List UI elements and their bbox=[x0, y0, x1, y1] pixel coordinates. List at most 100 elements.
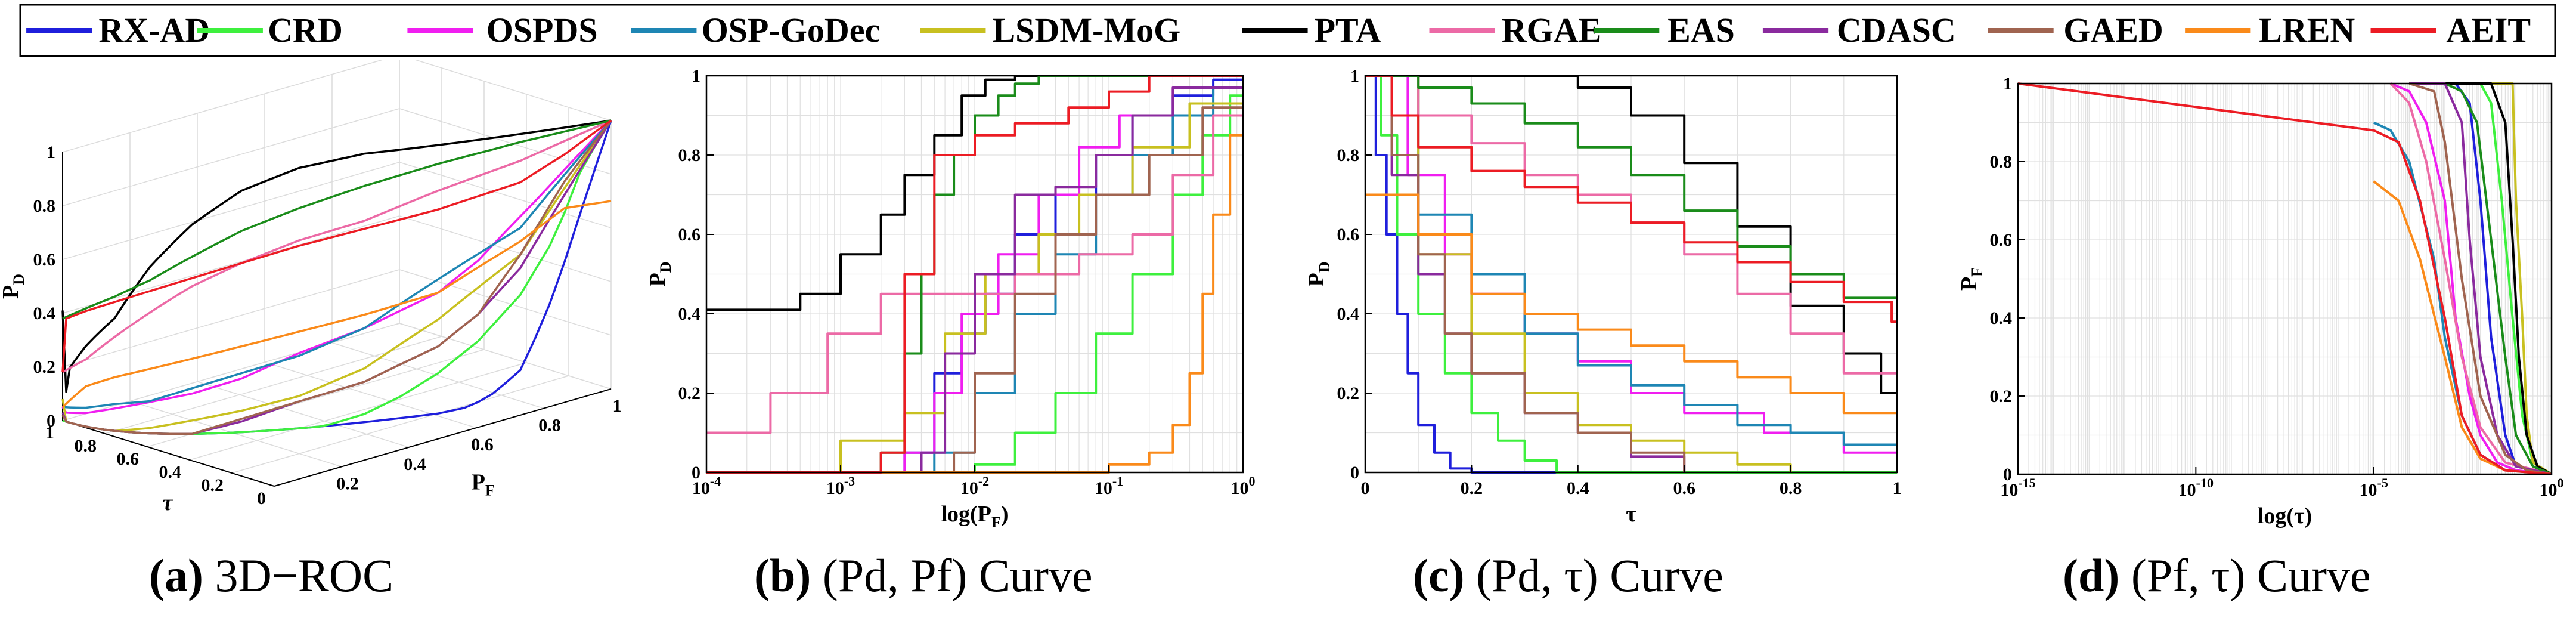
caption-d-letter: (d) bbox=[2063, 549, 2120, 601]
series-b-lren bbox=[706, 76, 1244, 474]
series-a-aeit bbox=[61, 119, 612, 373]
ytick-b-2: 0.4 bbox=[678, 304, 701, 324]
ytick-b-3: 0.6 bbox=[678, 225, 701, 245]
xtick-b-0: 10-4 bbox=[692, 474, 721, 498]
series-b-gaed bbox=[706, 76, 1244, 474]
ytick-d-0: 0 bbox=[2003, 465, 2012, 484]
axis-pf bbox=[274, 388, 612, 487]
ztick-a-1: 0.2 bbox=[33, 357, 56, 377]
caption-b-letter: (b) bbox=[754, 549, 811, 601]
ytick-a-5: 1 bbox=[45, 423, 54, 443]
xlabel-a: PF bbox=[472, 469, 495, 499]
series-a-ospds bbox=[61, 119, 612, 415]
xtick-c-4: 0.8 bbox=[1780, 478, 1802, 498]
legend-label-osp-godec: OSP-GoDec bbox=[702, 11, 881, 50]
ztick-a-4: 0.8 bbox=[33, 196, 56, 216]
zlabel-a: PD bbox=[0, 274, 27, 299]
ytick-d-1: 0.2 bbox=[1990, 387, 2013, 406]
ytick-b-4: 0.8 bbox=[678, 146, 701, 165]
ytick-b-1: 0.2 bbox=[678, 384, 701, 403]
ytick-c-0: 0 bbox=[1350, 463, 1359, 483]
xtick-a-4: 1 bbox=[613, 396, 622, 416]
ztick-a-3: 0.6 bbox=[33, 250, 56, 270]
legend-label-crd: CRD bbox=[268, 11, 343, 50]
caption-a: (a) 3D−ROC bbox=[149, 549, 393, 602]
caption-d-text: (Pf, τ) Curve bbox=[2131, 549, 2371, 601]
legend-label-lren: LREN bbox=[2259, 11, 2355, 50]
series-c-rx-ad bbox=[1365, 75, 1897, 474]
caption-c-letter: (c) bbox=[1413, 549, 1465, 601]
caption-b-text: (Pd, Pf) Curve bbox=[822, 549, 1093, 601]
series-c-lren bbox=[1365, 193, 1898, 453]
xtick-c-3: 0.6 bbox=[1673, 478, 1695, 498]
ytick-c-5: 1 bbox=[1350, 66, 1359, 86]
caption-c-text: (Pd, τ) Curve bbox=[1476, 549, 1723, 601]
series-b-rgae bbox=[706, 76, 1244, 434]
caption-b: (b) (Pd, Pf) Curve bbox=[754, 549, 1093, 602]
ytick-c-3: 0.6 bbox=[1337, 225, 1360, 245]
xtick-c-2: 0.4 bbox=[1567, 478, 1589, 498]
series-c-eas bbox=[1365, 75, 1898, 322]
caption-a-text: 3D−ROC bbox=[215, 549, 394, 601]
series-d-rgae bbox=[2389, 82, 2552, 475]
ylabel-d: PF bbox=[1957, 267, 1986, 291]
legend-label-pta: PTA bbox=[1315, 11, 1381, 50]
xtick-a-0: 0.2 bbox=[336, 474, 359, 493]
series-a-rgae bbox=[62, 119, 612, 373]
legend-label-cdasc: CDASC bbox=[1837, 11, 1956, 50]
xtick-b-1: 10-3 bbox=[826, 474, 855, 498]
series-b-aeit bbox=[706, 75, 1243, 474]
series-a-osp-godec bbox=[62, 119, 612, 409]
ytick-a-1: 0.2 bbox=[202, 475, 224, 495]
series-d-aeit bbox=[2017, 82, 2552, 475]
series-c-aeit bbox=[1365, 75, 1898, 472]
ytick-c-2: 0.4 bbox=[1337, 304, 1360, 324]
ztick-a-0: 0 bbox=[47, 411, 55, 431]
series-d-eas bbox=[2409, 82, 2552, 475]
ytick-d-3: 0.6 bbox=[1990, 230, 2013, 250]
xtick-b-3: 10-1 bbox=[1095, 474, 1123, 498]
legend-label-rgae: RGAE bbox=[1502, 11, 1602, 50]
ytick-c-1: 0.2 bbox=[1337, 384, 1360, 403]
xtick-d-3: 100 bbox=[2540, 475, 2564, 500]
series-a-pta bbox=[61, 119, 612, 393]
panel-d: 10-15 10-10 10-5 100 0 0.2 0.4 0.6 0.8 1 log(τ) PF bbox=[1957, 74, 2564, 529]
series-b-pta bbox=[706, 75, 1243, 311]
legend-label-rx-ad: RX-AD bbox=[98, 11, 210, 50]
ytick-d-5: 1 bbox=[2003, 74, 2012, 94]
axes-frame-c bbox=[1364, 75, 1898, 474]
xlabel-c: τ bbox=[1626, 502, 1636, 527]
legend-label-eas: EAS bbox=[1667, 11, 1735, 50]
panel-b: 10-4 10-3 10-2 10-1 100 0 0.2 0.4 0.6 0.8 1 log(PF)… bbox=[645, 66, 1256, 531]
ylabel-a: τ bbox=[163, 490, 173, 515]
xtick-c-5: 1 bbox=[1893, 478, 1902, 498]
caption-d: (d) (Pf, τ) Curve bbox=[2063, 549, 2371, 602]
xtick-a-3: 0.8 bbox=[538, 416, 561, 435]
ztick-a-2: 0.4 bbox=[33, 304, 56, 323]
xtick-a-2: 0.6 bbox=[471, 435, 494, 455]
legend-label-aeit: AEIT bbox=[2446, 11, 2531, 50]
legend-label-gaed: GAED bbox=[2063, 11, 2163, 50]
series-c-crd bbox=[1365, 75, 1897, 474]
ztick-a-5: 1 bbox=[47, 143, 55, 162]
legend: RX-AD CRD OSPDS OSP-GoDec LSDM-MoG PTA RGAE EAS… bbox=[19, 4, 2556, 57]
ytick-a-3: 0.6 bbox=[117, 449, 140, 469]
panel-c: 0 0.2 0.4 0.6 0.8 1 0 0.2 0.4 0.6 0.8 1 τ PD bbox=[1304, 66, 1902, 527]
ylabel-c: PD bbox=[1304, 262, 1333, 287]
ytick-a-2: 0.4 bbox=[159, 462, 182, 482]
xtick-b-2: 10-2 bbox=[960, 474, 989, 498]
axis-tau bbox=[62, 420, 275, 487]
xtick-a-1: 0.4 bbox=[404, 455, 426, 474]
panel-a: 0.20.40.60.8100.20.40.60.8100.20.40.60.8… bbox=[0, 60, 622, 515]
ylabel-b: PD bbox=[645, 262, 674, 287]
ytick-b-5: 1 bbox=[692, 66, 700, 86]
series-c-gaed bbox=[1365, 75, 1686, 472]
xtick-d-0: 10-15 bbox=[2000, 475, 2035, 500]
xlabel-b: log(PF) bbox=[941, 502, 1009, 531]
caption-a-letter: (a) bbox=[149, 549, 203, 601]
ytick-c-4: 0.8 bbox=[1337, 146, 1360, 165]
legend-label-ospds: OSPDS bbox=[486, 11, 598, 50]
series-b-cdasc bbox=[706, 76, 1244, 474]
xtick-d-1: 10-10 bbox=[2178, 475, 2214, 500]
xlabel-d: log(τ) bbox=[2258, 503, 2312, 529]
